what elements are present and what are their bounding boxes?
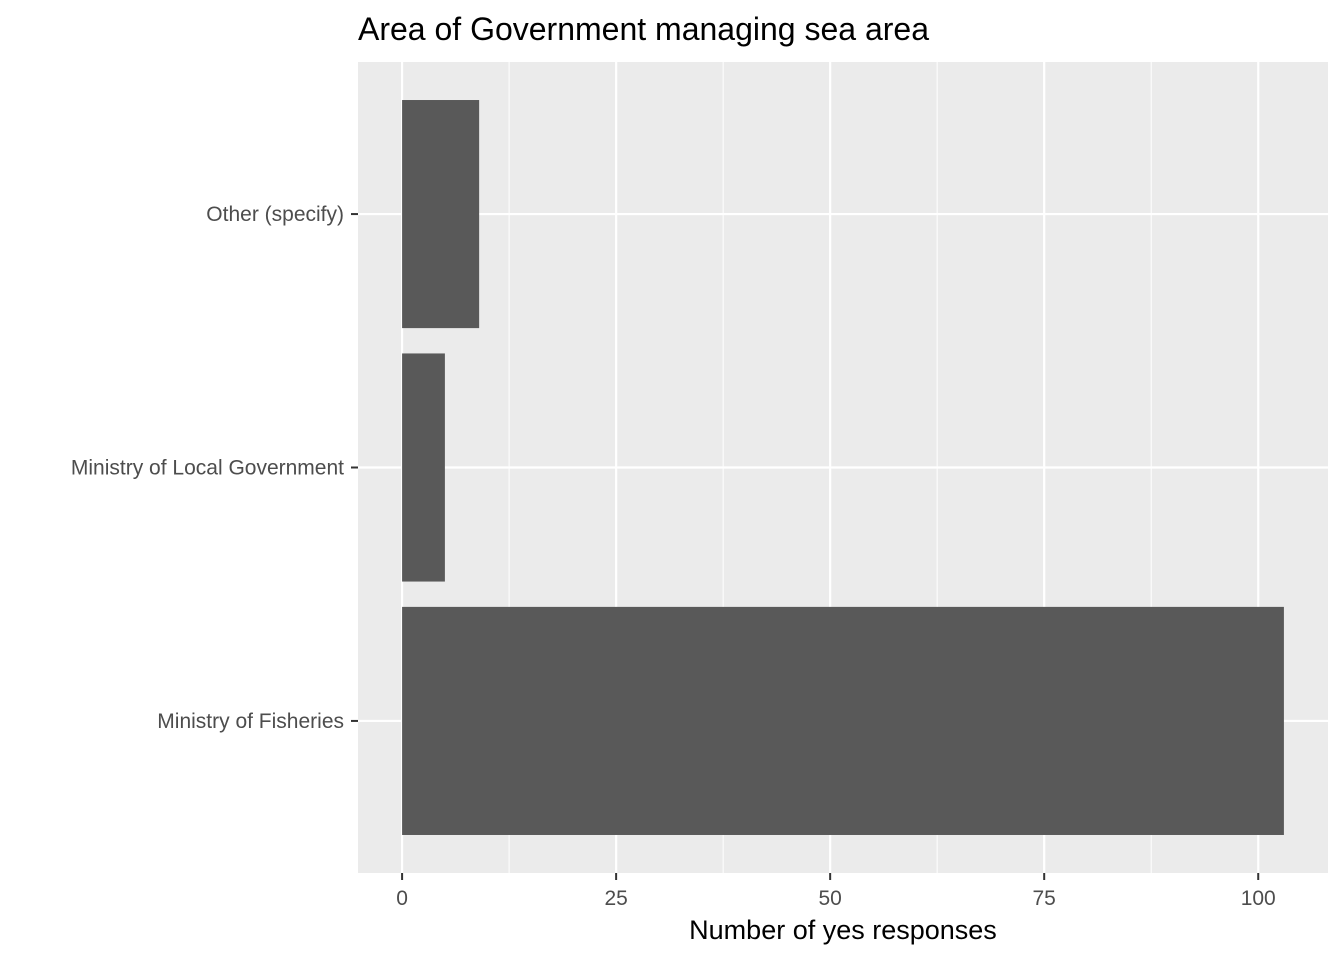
x-tick-label: 75 xyxy=(1033,887,1056,910)
bar xyxy=(402,100,480,329)
x-tick-label: 0 xyxy=(396,887,408,910)
y-axis: Ministry of Fisheries Ministry of Local G… xyxy=(71,203,358,733)
bar xyxy=(402,606,1284,835)
y-tick-label: Other (specify) xyxy=(206,203,344,226)
y-tick-label: Ministry of Local Government xyxy=(71,457,344,480)
bars xyxy=(402,100,1284,835)
bar xyxy=(402,353,445,582)
y-tick-label: Ministry of Fisheries xyxy=(157,710,344,733)
x-tick-label: 100 xyxy=(1241,887,1276,910)
x-tick-label: 50 xyxy=(818,887,841,910)
chart-title: Area of Government managing sea area xyxy=(358,11,929,47)
x-axis: 0 25 50 75 100 xyxy=(396,873,1276,910)
x-tick-label: 25 xyxy=(604,887,627,910)
x-axis-label: Number of yes responses xyxy=(689,915,997,945)
